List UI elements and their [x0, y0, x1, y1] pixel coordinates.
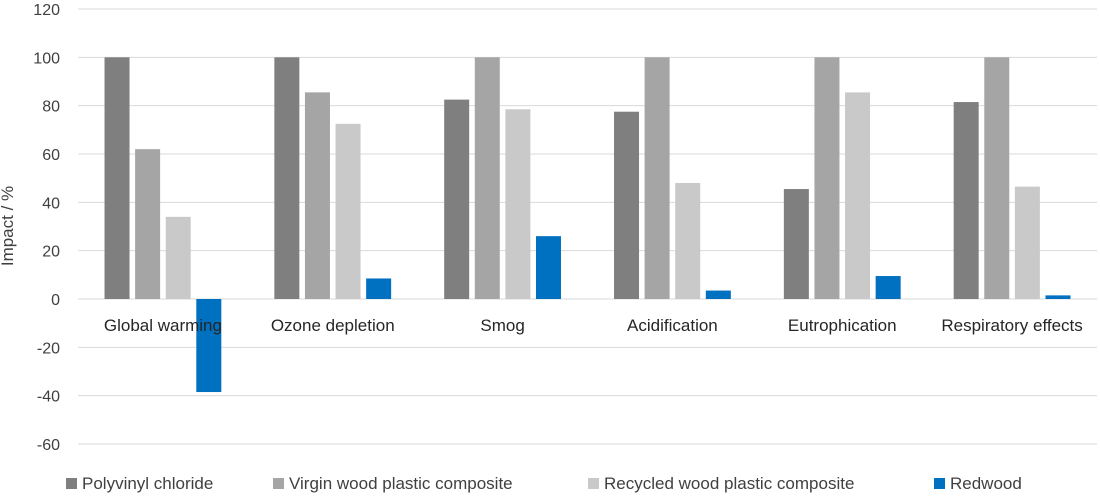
bar-virgin-wood-plastic-composite — [135, 149, 161, 299]
y-tick-label: 20 — [42, 244, 60, 261]
bar-recycled-wood-plastic-composite — [165, 216, 191, 299]
y-tick-label: -40 — [37, 389, 60, 406]
bar-recycled-wood-plastic-composite — [845, 92, 871, 299]
category-label: Eutrophication — [788, 316, 897, 335]
legend-swatch — [66, 478, 77, 489]
bar-virgin-wood-plastic-composite — [644, 57, 670, 300]
bar-virgin-wood-plastic-composite — [984, 57, 1010, 300]
bar-virgin-wood-plastic-composite — [814, 57, 840, 300]
bar-redwood — [875, 276, 901, 299]
gridlines — [78, 8, 1097, 445]
category-label: Acidification — [627, 316, 718, 335]
bar-redwood — [366, 278, 392, 299]
bar-recycled-wood-plastic-composite — [1014, 186, 1040, 299]
bar-recycled-wood-plastic-composite — [675, 183, 701, 299]
bar-recycled-wood-plastic-composite — [335, 123, 361, 300]
bar-redwood — [196, 299, 222, 393]
y-tick-label: 100 — [33, 50, 60, 67]
bar-recycled-wood-plastic-composite — [505, 109, 531, 300]
bar-polyvinyl-chloride — [614, 111, 640, 299]
bars — [104, 57, 1071, 393]
bar-polyvinyl-chloride — [274, 57, 300, 300]
legend-swatch — [273, 478, 284, 489]
y-tick-label: 40 — [42, 195, 60, 212]
y-tick-label: 80 — [42, 99, 60, 116]
bar-polyvinyl-chloride — [783, 189, 809, 299]
legend-label: Virgin wood plastic composite — [289, 474, 513, 493]
legend: Polyvinyl chloride Virgin wood plastic co… — [66, 474, 1022, 493]
y-tick-label: 0 — [51, 292, 60, 309]
y-axis-title: Impact / % — [0, 186, 17, 266]
bar-virgin-wood-plastic-composite — [304, 92, 330, 299]
category-label: Smog — [480, 316, 524, 335]
bar-virgin-wood-plastic-composite — [474, 57, 500, 300]
y-axis-tick-labels: -60 -40 -20 0 20 40 60 80 100 120 — [33, 2, 60, 454]
bar-polyvinyl-chloride — [444, 99, 470, 299]
legend-label: Polyvinyl chloride — [82, 474, 213, 493]
y-tick-label: -20 — [37, 340, 60, 357]
bar-polyvinyl-chloride — [104, 57, 130, 300]
bar-redwood — [705, 290, 731, 299]
category-label: Respiratory effects — [941, 316, 1082, 335]
legend-label: Recycled wood plastic composite — [604, 474, 854, 493]
legend-swatch — [934, 478, 945, 489]
y-tick-label: 120 — [33, 2, 60, 19]
category-labels: Global warming Ozone depletion Smog Acidifi… — [104, 316, 1083, 335]
y-tick-label: -60 — [37, 437, 60, 454]
bar-polyvinyl-chloride — [953, 102, 979, 300]
legend-label: Redwood — [950, 474, 1022, 493]
legend-swatch — [588, 478, 599, 489]
category-label: Global warming — [104, 316, 222, 335]
y-tick-label: 60 — [42, 147, 60, 164]
bar-redwood — [1045, 295, 1071, 299]
bar-redwood — [535, 236, 561, 299]
category-label: Ozone depletion — [271, 316, 395, 335]
